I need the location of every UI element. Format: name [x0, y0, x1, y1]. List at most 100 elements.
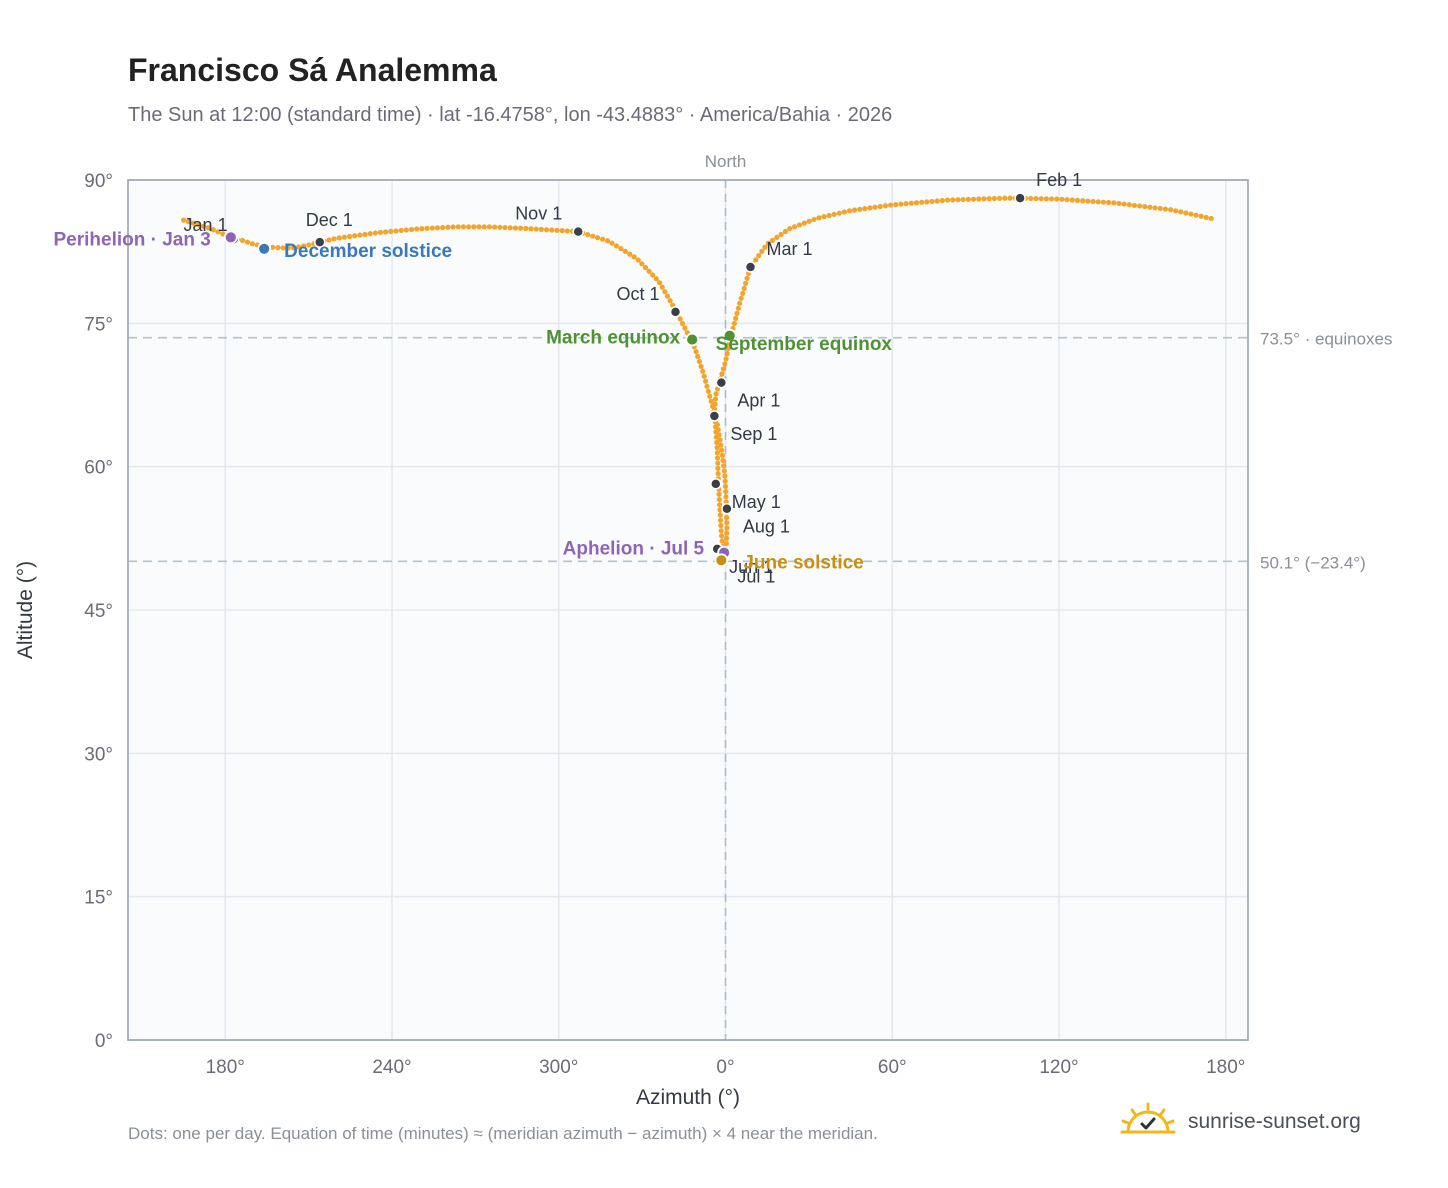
daily-dot [714, 450, 720, 456]
daily-dot [929, 198, 935, 205]
daily-dot [719, 533, 725, 539]
daily-dot [639, 261, 645, 267]
daily-dot [549, 227, 555, 233]
daily-dot [471, 224, 477, 230]
daily-dot [740, 290, 746, 296]
daily-dot [296, 244, 302, 250]
daily-dot [765, 240, 771, 246]
daily-dot [715, 465, 721, 471]
daily-dot [976, 196, 982, 202]
daily-dot [705, 388, 711, 394]
daily-dot [585, 231, 591, 238]
daily-dot [718, 522, 724, 529]
daily-dot [877, 203, 883, 210]
month-marker [721, 502, 733, 515]
month-label: Sep 1 [730, 424, 777, 444]
daily-dot [701, 373, 707, 379]
daily-dot [714, 455, 721, 461]
daily-dot [778, 231, 784, 238]
x-tick-label: 120° [1039, 1057, 1078, 1078]
daily-dot [882, 203, 889, 209]
daily-dot [716, 496, 722, 503]
daily-dot [715, 427, 721, 433]
daily-dot [720, 366, 726, 372]
daily-dot [721, 463, 727, 469]
daily-dot [723, 535, 730, 541]
daily-dot [543, 227, 550, 233]
daily-dot [806, 218, 812, 224]
month-label: Jan 1 [184, 215, 228, 235]
daily-dot [429, 225, 435, 231]
daily-dot [270, 244, 276, 250]
daily-dot [1043, 196, 1049, 202]
daily-dot [653, 276, 659, 282]
daily-dot [965, 196, 971, 202]
sun-check-icon [1120, 1102, 1176, 1134]
daily-dot [388, 228, 394, 234]
daily-dot [1178, 209, 1184, 215]
daily-dot [190, 220, 197, 226]
month-label: Jun 1 [729, 557, 773, 577]
event-marker [722, 328, 737, 343]
y-tick-label: 90° [84, 171, 113, 192]
daily-dot [1074, 197, 1081, 203]
daily-dot [725, 346, 731, 352]
month-marker [744, 261, 757, 273]
daily-dot [599, 236, 606, 242]
daily-dot [734, 310, 740, 316]
daily-dot [717, 437, 723, 443]
daily-dot [528, 226, 534, 232]
brand-logo[interactable]: sunrise-sunset.org [1120, 1102, 1361, 1142]
daily-dot [919, 199, 925, 205]
daily-dot [903, 201, 909, 207]
daily-dot [1080, 198, 1086, 204]
daily-dot [841, 209, 847, 215]
daily-dot [195, 222, 202, 228]
daily-dot [715, 460, 721, 466]
y-tick-label: 15° [84, 888, 113, 909]
daily-dot [357, 232, 363, 238]
daily-dot [715, 470, 721, 477]
daily-dot [724, 351, 730, 357]
daily-dot [851, 207, 858, 213]
daily-dot [414, 226, 420, 232]
daily-dot [718, 528, 724, 534]
month-label: Feb 1 [1036, 170, 1082, 190]
daily-dot [450, 224, 456, 230]
daily-dot [996, 195, 1003, 201]
daily-dot [1100, 199, 1107, 205]
daily-dot [713, 391, 719, 397]
daily-dot [720, 457, 726, 464]
daily-dot [533, 226, 539, 232]
daily-dot [1121, 201, 1127, 207]
daily-dot [707, 393, 713, 399]
daily-dot [735, 305, 741, 311]
daily-dot [801, 220, 807, 226]
daily-dot [724, 530, 730, 536]
daily-dot [341, 234, 347, 240]
daily-dot [724, 520, 730, 526]
daily-dot [1085, 198, 1091, 204]
daily-dot [200, 223, 207, 229]
daily-dot [724, 514, 730, 521]
daily-dot [1095, 199, 1101, 205]
daily-dot [787, 226, 793, 232]
daily-dot [1038, 196, 1044, 202]
event-label: December solstice [284, 241, 452, 262]
daily-dot [934, 198, 940, 204]
daily-dot [708, 398, 714, 404]
daily-dot [1162, 206, 1169, 212]
y-tick-label: 0° [95, 1031, 113, 1052]
daily-dot [275, 245, 281, 251]
daily-dot [1069, 197, 1075, 203]
daily-dot [306, 242, 312, 248]
daily-dot [913, 200, 920, 206]
x-tick-label: 60° [878, 1057, 907, 1078]
event-label: March equinox [546, 328, 681, 349]
daily-dot [393, 228, 399, 234]
daily-dot [1106, 199, 1112, 206]
daily-dot [796, 222, 803, 228]
daily-dot [743, 280, 749, 286]
daily-dot [667, 298, 673, 304]
x-tick-label: 180° [206, 1057, 245, 1078]
